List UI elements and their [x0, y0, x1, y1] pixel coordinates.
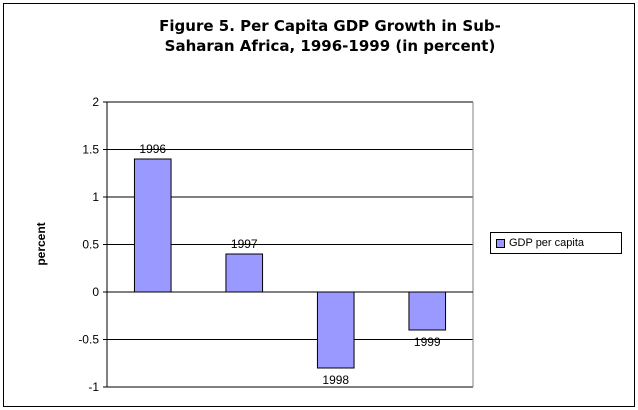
- y-tick-label: 1: [92, 190, 99, 204]
- legend: GDP per capita: [490, 232, 622, 254]
- y-tick-label: 1.5: [82, 143, 99, 157]
- data-label: 1998: [322, 373, 349, 387]
- bar: [225, 253, 264, 293]
- chart-title: Figure 5. Per Capita GDP Growth in Sub- …: [159, 17, 501, 55]
- bar: [408, 291, 447, 331]
- y-tick-label: -0.5: [78, 333, 99, 347]
- data-label: 1996: [139, 142, 166, 156]
- y-tick-label: 0: [92, 285, 99, 299]
- y-tick-label: -1: [88, 380, 99, 394]
- data-label: 1997: [231, 237, 258, 251]
- y-tick-label: 0.5: [82, 238, 99, 252]
- y-axis-label: percent: [34, 222, 48, 265]
- legend-label: GDP per capita: [509, 237, 585, 249]
- bar: [133, 158, 172, 293]
- y-tick-label: 2: [92, 95, 99, 109]
- bar: [316, 291, 355, 369]
- legend-swatch: [496, 238, 505, 248]
- data-label: 1999: [414, 335, 441, 349]
